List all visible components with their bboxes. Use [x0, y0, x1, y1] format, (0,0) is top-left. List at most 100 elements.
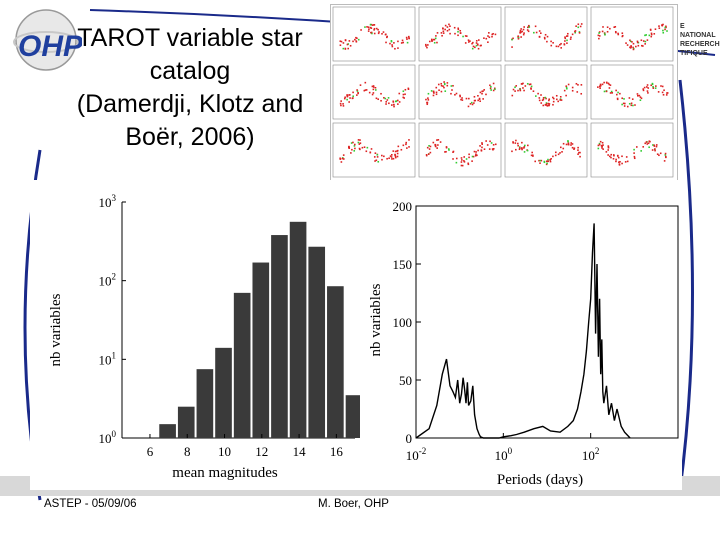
thumbnail-point [517, 37, 520, 40]
thumbnail-point [469, 40, 471, 42]
hist-y-tick-label: 102 [99, 272, 117, 289]
period-plot-frame [415, 205, 679, 439]
thumbnail-point [625, 156, 628, 158]
thumbnail-point [339, 157, 341, 160]
thumbnail-point [483, 148, 486, 151]
thumbnail-point [373, 24, 375, 26]
thumbnail-point [475, 42, 478, 44]
thumbnail-point [347, 47, 350, 50]
thumbnail-point [461, 97, 463, 99]
thumbnail-point [460, 157, 463, 159]
thumbnail-point [393, 103, 395, 106]
thumbnail-point [648, 146, 650, 149]
thumbnail-point [528, 83, 531, 86]
thumbnail-point [515, 85, 518, 87]
period-xlabel: Periods (days) [497, 472, 583, 488]
thumbnail-point [661, 85, 664, 88]
thumbnail-point [571, 146, 574, 149]
thumbnail-point [545, 102, 548, 104]
thumbnail-point [564, 36, 566, 38]
thumbnail-point [539, 159, 541, 162]
thumbnail-point [481, 143, 484, 145]
thumbnail-point [567, 142, 570, 145]
histogram-bar [215, 347, 232, 438]
thumbnail-point [427, 99, 430, 101]
thumbnail-point [622, 102, 625, 105]
thumbnail-point [385, 41, 387, 44]
thumbnail-point [599, 87, 601, 89]
thumbnail-point [446, 84, 449, 87]
thumbnail-point [662, 93, 665, 96]
thumbnail-point [543, 161, 546, 164]
thumbnail-point [612, 154, 615, 156]
thumbnail-point [605, 90, 608, 93]
thumbnail-point [444, 151, 446, 153]
thumbnail-point [636, 40, 639, 43]
thumbnail-point [631, 41, 633, 43]
thumbnail-point [478, 98, 481, 100]
thumbnail-point [425, 45, 427, 47]
thumbnail-point [396, 149, 399, 152]
thumbnail-point [469, 103, 472, 105]
thumbnail-point [523, 89, 525, 92]
thumbnail-point [633, 155, 636, 158]
thumbnail-point [545, 103, 548, 105]
thumbnail-point [647, 92, 649, 94]
thumbnail-point [559, 152, 561, 154]
thumbnail-point [346, 98, 348, 101]
thumbnail-point [664, 28, 666, 31]
thumbnail-point [559, 99, 562, 101]
thumbnail-point [371, 24, 374, 26]
thumbnail-point [652, 144, 654, 146]
thumbnail-point [374, 152, 377, 154]
thumbnail-point [573, 147, 576, 150]
thumbnail-point [566, 42, 568, 44]
thumbnail-point [474, 154, 477, 157]
thumbnail-point [652, 87, 655, 89]
thumbnail-point [465, 35, 468, 37]
thumbnail-point [407, 87, 410, 90]
thumbnail-point [579, 25, 582, 28]
thumbnail-point [544, 96, 547, 99]
thumbnail-point [603, 32, 606, 35]
thumbnail-point [348, 147, 351, 150]
thumbnail-point [552, 41, 554, 44]
thumbnail-point [449, 32, 451, 35]
thumbnail-point [459, 29, 462, 32]
thumbnail-point [358, 147, 361, 150]
hist-xlabel: mean magnitudes [172, 465, 278, 481]
thumbnail-point [631, 98, 634, 100]
hist-ylabel: nb variables [48, 293, 64, 366]
thumbnail-point [642, 88, 645, 90]
period-y-tick-label: 200 [393, 199, 413, 214]
thumbnail-point [386, 157, 388, 160]
thumbnail-point [360, 29, 362, 31]
thumbnail-point [429, 145, 432, 148]
thumbnail-point [602, 26, 604, 28]
thumbnail-point [350, 152, 352, 154]
thumbnail-point [538, 159, 540, 162]
thumbnail-point [353, 145, 356, 147]
thumbnail-point [377, 160, 380, 163]
thumbnail-point [356, 89, 358, 91]
thumbnail-point [449, 25, 451, 27]
thumbnail-point [437, 83, 440, 86]
thumbnail-point [492, 89, 495, 92]
thumbnail-point [452, 151, 454, 154]
thumbnail-point [473, 102, 475, 104]
thumbnail-point [571, 33, 574, 36]
thumbnail-frame [418, 64, 502, 120]
thumbnail-point [394, 154, 396, 156]
thumbnail-point [488, 148, 491, 150]
thumbnail-point [535, 31, 538, 34]
thumbnail-point [635, 45, 637, 48]
thumbnail-point [356, 37, 358, 40]
thumbnail-point [367, 30, 370, 32]
thumbnail-point [515, 139, 517, 142]
thumbnail-point [604, 33, 606, 36]
thumbnail-point [479, 100, 481, 103]
thumbnail-point [637, 44, 640, 47]
thumbnail-point [435, 86, 438, 89]
histogram-bar [252, 262, 270, 438]
thumbnail-point [481, 142, 483, 144]
